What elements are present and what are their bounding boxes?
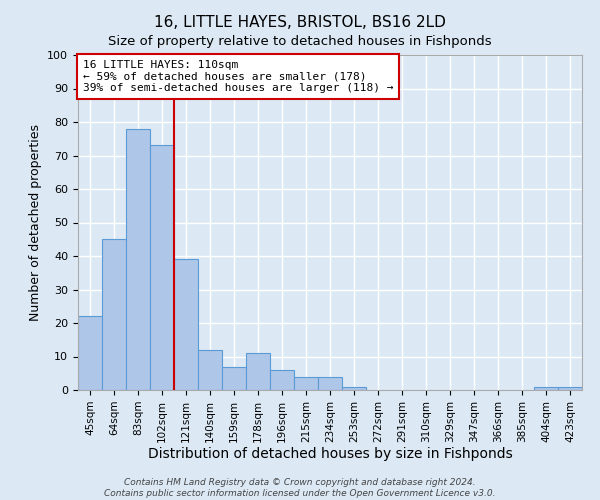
- Text: Size of property relative to detached houses in Fishponds: Size of property relative to detached ho…: [108, 35, 492, 48]
- Bar: [534, 386, 558, 390]
- Bar: [102, 240, 126, 390]
- Bar: [342, 386, 366, 390]
- Bar: [126, 128, 150, 390]
- Bar: [198, 350, 222, 390]
- Bar: [78, 316, 102, 390]
- Y-axis label: Number of detached properties: Number of detached properties: [29, 124, 42, 321]
- Text: 16 LITTLE HAYES: 110sqm
← 59% of detached houses are smaller (178)
39% of semi-d: 16 LITTLE HAYES: 110sqm ← 59% of detache…: [83, 60, 394, 93]
- Text: Contains HM Land Registry data © Crown copyright and database right 2024.
Contai: Contains HM Land Registry data © Crown c…: [104, 478, 496, 498]
- Text: 16, LITTLE HAYES, BRISTOL, BS16 2LD: 16, LITTLE HAYES, BRISTOL, BS16 2LD: [154, 15, 446, 30]
- Bar: [558, 386, 582, 390]
- Bar: [150, 146, 174, 390]
- Bar: [246, 353, 270, 390]
- Bar: [294, 376, 318, 390]
- X-axis label: Distribution of detached houses by size in Fishponds: Distribution of detached houses by size …: [148, 448, 512, 462]
- Bar: [318, 376, 342, 390]
- Bar: [222, 366, 246, 390]
- Bar: [270, 370, 294, 390]
- Bar: [174, 260, 198, 390]
